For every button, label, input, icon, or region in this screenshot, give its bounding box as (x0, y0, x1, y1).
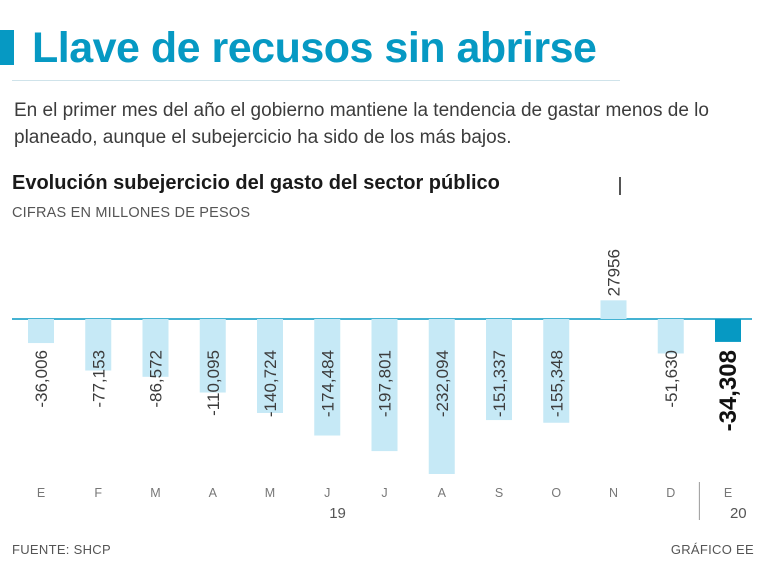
x-tick-label: F (94, 486, 102, 500)
x-tick-label: E (37, 486, 45, 500)
bar-value-label: -174,484 (318, 350, 337, 417)
bar (257, 319, 283, 413)
bar-value-label: 27956 (605, 249, 624, 296)
source-note: FUENTE: SHCP (12, 542, 111, 557)
chart-units: CIFRAS EN MILLONES DE PESOS (12, 205, 251, 221)
bar-value-label: -232,094 (433, 350, 452, 417)
bar (371, 319, 398, 452)
bar-value-label: -151,337 (490, 350, 509, 417)
x-tick-label: O (551, 486, 561, 500)
subtitle: En el primer mes del año el gobierno man… (14, 100, 709, 148)
bar-chart: -36,006 E -77,153 F -86,572 M -110,095 A -140,72… (12, 249, 752, 522)
bar-value-label: -110,095 (204, 350, 223, 416)
bar-value-label: -77,153 (89, 350, 108, 408)
x-tick-label: A (209, 486, 218, 500)
graphic-credit: GRÁFICO EE (670, 542, 754, 557)
bar (657, 319, 684, 354)
x-tick-label: E (724, 486, 732, 500)
bar (543, 319, 570, 423)
headline: Llave de recusos sin abrirse (32, 24, 597, 72)
x-tick-label: A (438, 486, 447, 500)
year-label: 20 (730, 505, 747, 522)
bar-value-label-highlight: -34,308 (715, 350, 742, 431)
headline-accent-bar (0, 30, 14, 65)
bar-value-label: -197,801 (376, 350, 395, 417)
bar (85, 319, 112, 371)
x-tick-label: J (324, 486, 330, 500)
x-tick-label: N (609, 486, 618, 500)
bar (28, 319, 54, 344)
bar-value-label: -51,630 (662, 350, 681, 408)
x-tick-label: M (150, 486, 160, 500)
bar (600, 300, 627, 319)
year-label: 19 (329, 505, 346, 522)
bar (142, 319, 169, 377)
bar-value-label: -140,724 (261, 350, 280, 417)
bar (715, 319, 741, 342)
x-tick-label: D (666, 486, 675, 500)
bar-value-label: -155,348 (547, 350, 566, 417)
x-tick-label: J (381, 486, 387, 500)
chart-title-tick (619, 177, 621, 195)
x-tick-label: S (495, 486, 503, 500)
x-tick-label: M (265, 486, 275, 500)
chart-title: Evolución subejercicio del gasto del sec… (12, 172, 500, 194)
bar-value-label: -36,006 (32, 350, 51, 408)
bar (428, 319, 455, 474)
bar (199, 319, 226, 393)
bar (314, 319, 341, 436)
headline-divider (12, 80, 620, 81)
bar (486, 319, 512, 421)
bar-value-label: -86,572 (147, 350, 166, 408)
